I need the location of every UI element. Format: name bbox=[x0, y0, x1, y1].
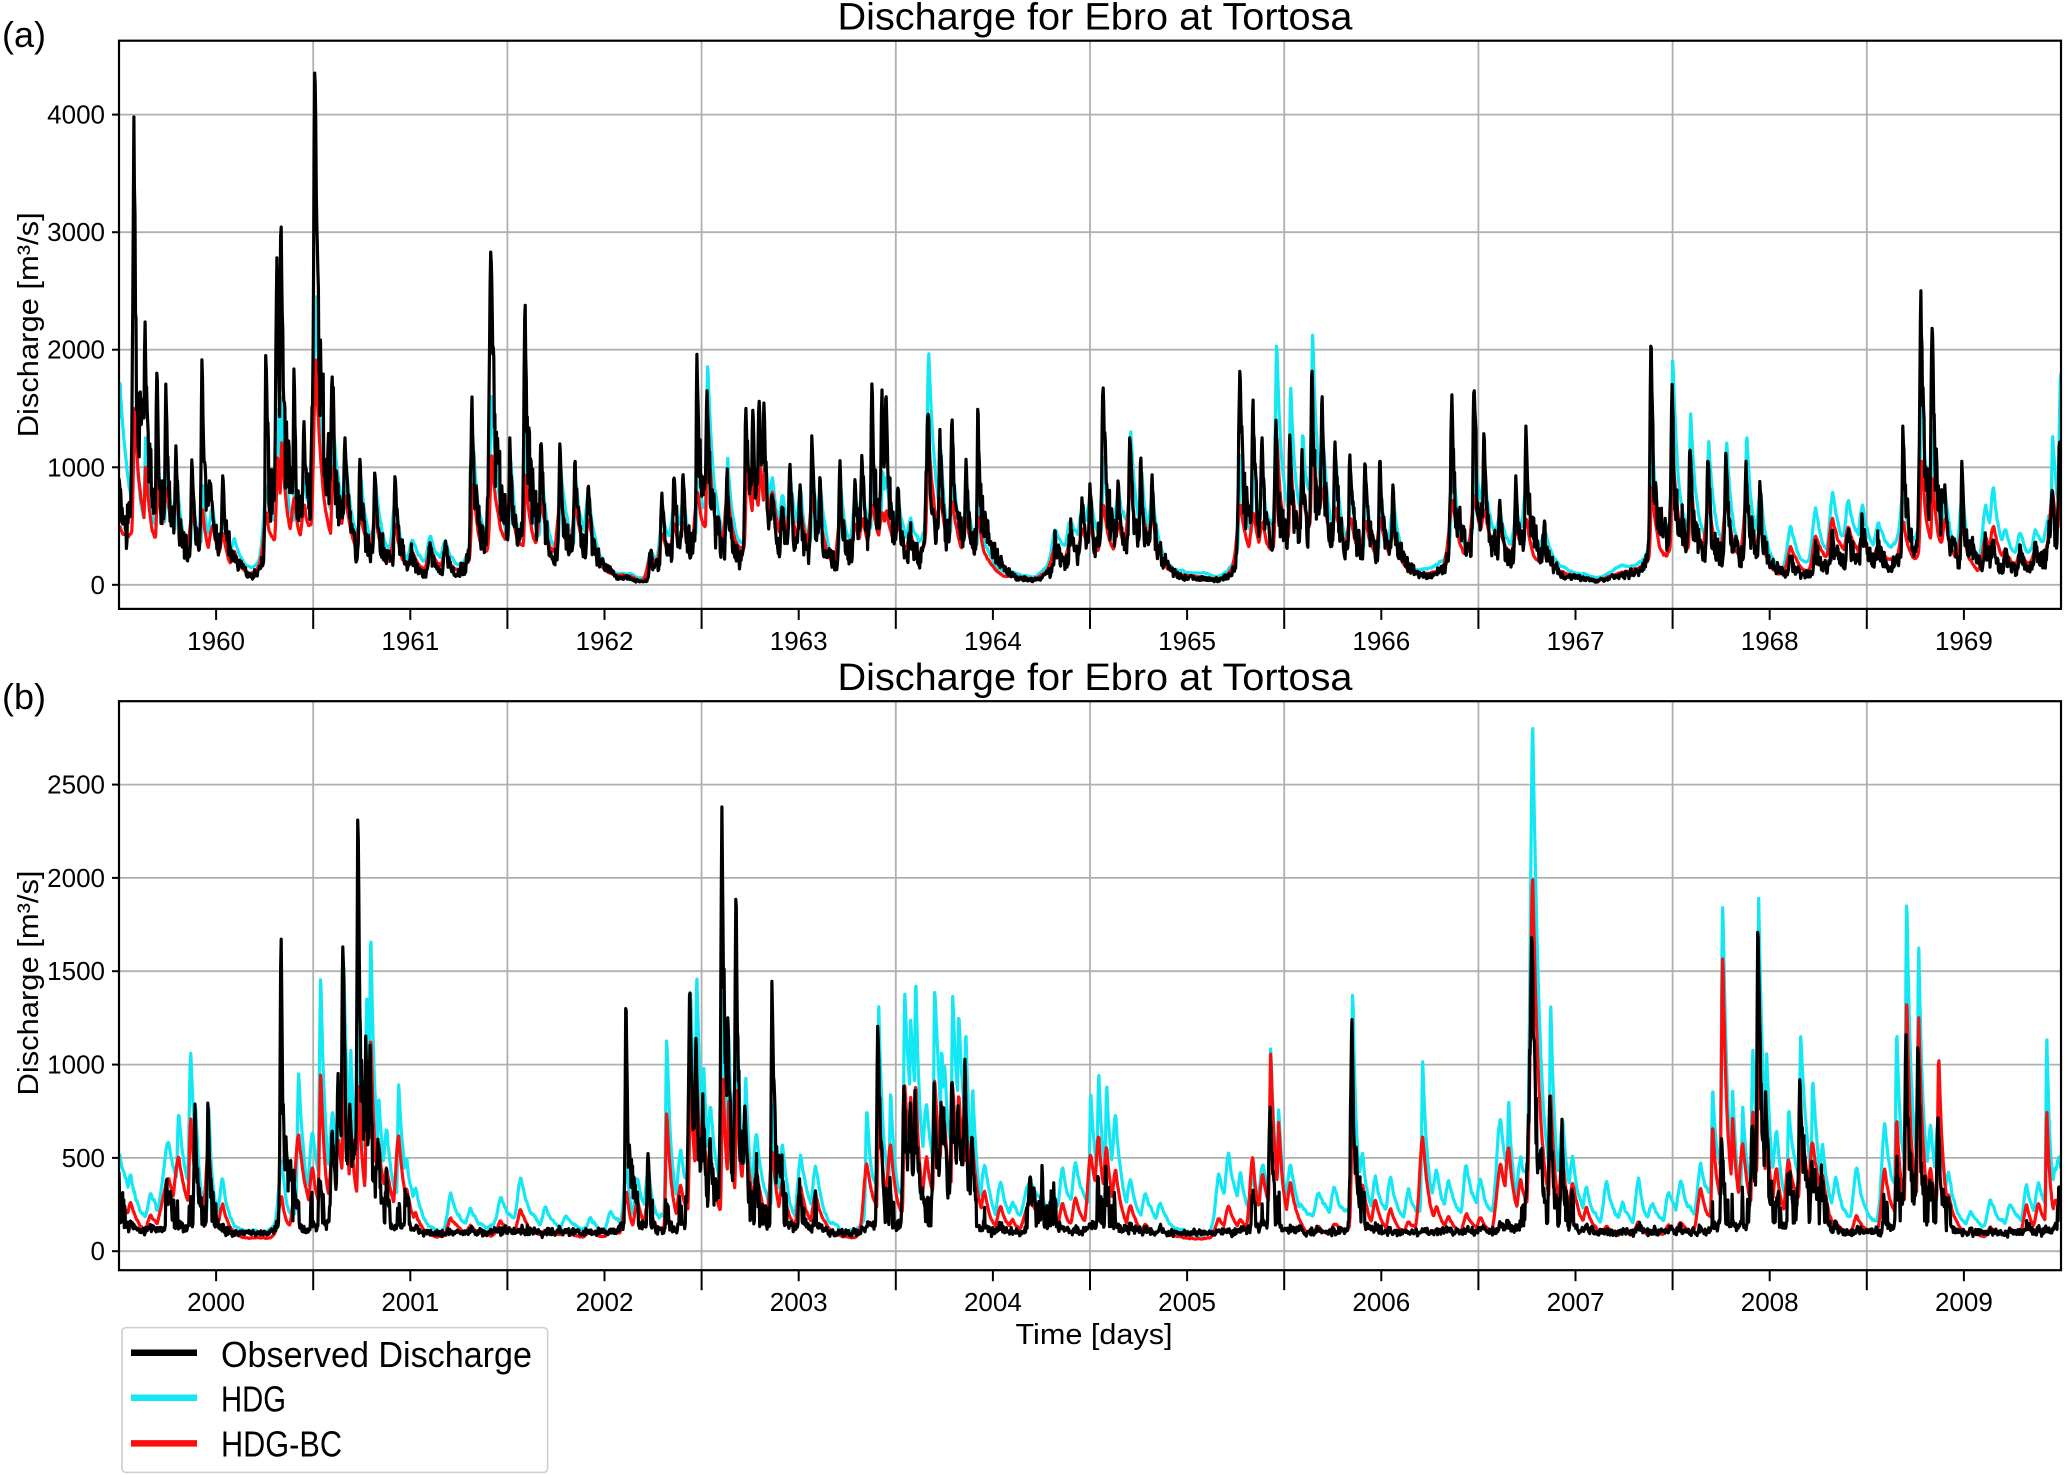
svg-text:0: 0 bbox=[91, 1236, 105, 1266]
svg-text:(a): (a) bbox=[2, 14, 46, 55]
svg-text:1963: 1963 bbox=[770, 626, 828, 656]
svg-text:1000: 1000 bbox=[47, 1050, 105, 1080]
svg-text:1966: 1966 bbox=[1352, 626, 1410, 656]
svg-text:1965: 1965 bbox=[1158, 626, 1216, 656]
svg-text:Observed Discharge: Observed Discharge bbox=[221, 1334, 532, 1375]
svg-text:2003: 2003 bbox=[770, 1287, 828, 1317]
svg-text:2004: 2004 bbox=[964, 1287, 1022, 1317]
svg-text:1967: 1967 bbox=[1547, 626, 1605, 656]
svg-text:500: 500 bbox=[62, 1143, 105, 1173]
svg-text:1969: 1969 bbox=[1935, 626, 1993, 656]
svg-text:2000: 2000 bbox=[47, 863, 105, 893]
svg-text:Discharge for Ebro at Tortosa: Discharge for Ebro at Tortosa bbox=[838, 0, 1354, 39]
svg-text:1968: 1968 bbox=[1741, 626, 1799, 656]
svg-text:1964: 1964 bbox=[964, 626, 1022, 656]
svg-text:2006: 2006 bbox=[1352, 1287, 1410, 1317]
svg-text:0: 0 bbox=[91, 570, 105, 600]
svg-text:2002: 2002 bbox=[576, 1287, 634, 1317]
svg-text:2000: 2000 bbox=[47, 335, 105, 365]
svg-text:1500: 1500 bbox=[47, 956, 105, 986]
svg-text:4000: 4000 bbox=[47, 100, 105, 130]
svg-text:1960: 1960 bbox=[187, 626, 245, 656]
svg-text:Discharge [m³/s]: Discharge [m³/s] bbox=[13, 212, 45, 437]
svg-text:3000: 3000 bbox=[47, 217, 105, 247]
svg-text:2001: 2001 bbox=[381, 1287, 439, 1317]
svg-text:Discharge [m³/s]: Discharge [m³/s] bbox=[13, 871, 45, 1096]
svg-text:2005: 2005 bbox=[1158, 1287, 1216, 1317]
svg-text:Discharge for Ebro at Tortosa: Discharge for Ebro at Tortosa bbox=[838, 657, 1354, 699]
svg-text:(b): (b) bbox=[2, 676, 46, 717]
svg-text:2500: 2500 bbox=[47, 770, 105, 800]
svg-text:2007: 2007 bbox=[1547, 1287, 1605, 1317]
svg-text:Time [days]: Time [days] bbox=[1016, 1319, 1173, 1351]
svg-text:2009: 2009 bbox=[1935, 1287, 1993, 1317]
svg-text:HDG: HDG bbox=[221, 1378, 286, 1419]
svg-text:2008: 2008 bbox=[1741, 1287, 1799, 1317]
svg-text:HDG-BC: HDG-BC bbox=[221, 1424, 342, 1465]
svg-text:2000: 2000 bbox=[187, 1287, 245, 1317]
svg-text:1962: 1962 bbox=[576, 626, 634, 656]
svg-text:1961: 1961 bbox=[381, 626, 439, 656]
svg-text:1000: 1000 bbox=[47, 452, 105, 482]
